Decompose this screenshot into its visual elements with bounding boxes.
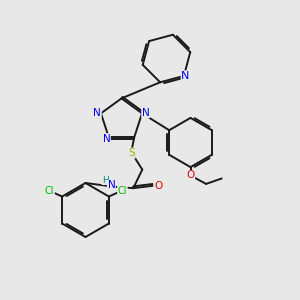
Text: H: H	[102, 176, 109, 184]
Text: N: N	[103, 134, 110, 144]
Text: N: N	[94, 108, 101, 118]
Text: Cl: Cl	[45, 186, 54, 196]
Text: S: S	[128, 148, 135, 158]
Text: N: N	[142, 108, 149, 118]
Text: O: O	[186, 170, 195, 181]
Text: N: N	[107, 181, 115, 190]
Text: O: O	[154, 181, 162, 191]
Text: Cl: Cl	[118, 186, 127, 196]
Text: N: N	[181, 71, 190, 81]
